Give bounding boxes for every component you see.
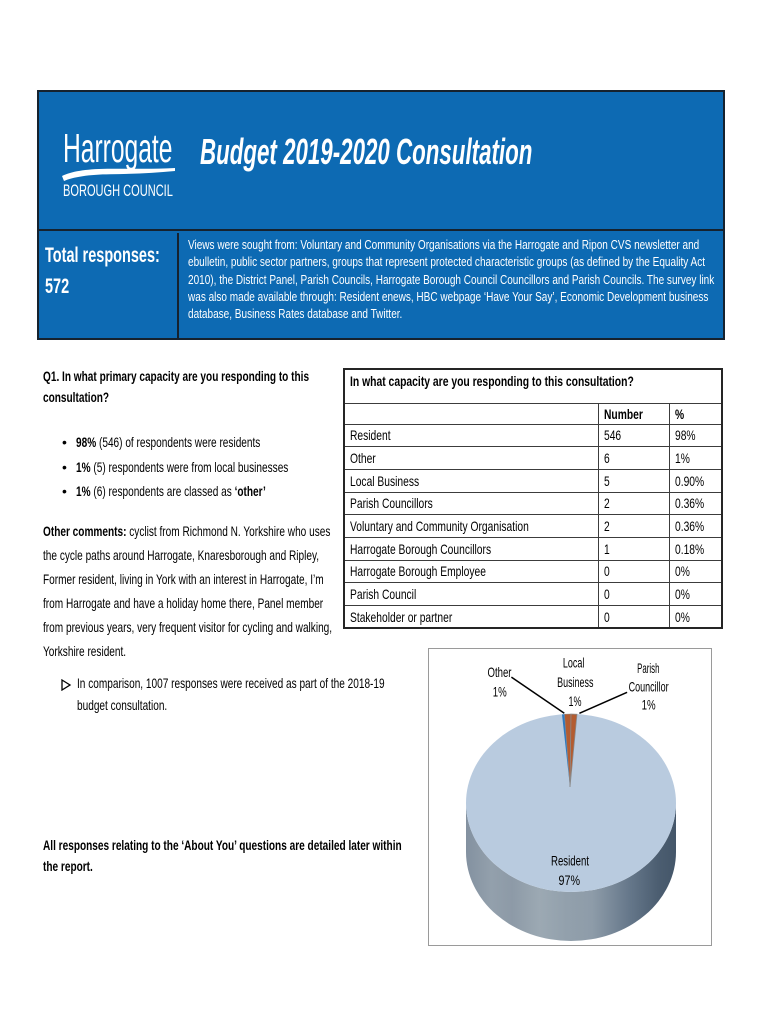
svg-text:1%: 1% [569,693,582,709]
svg-text:Local: Local [563,655,585,671]
svg-text:1%: 1% [493,684,507,700]
svg-text:Resident: Resident [551,852,589,868]
svg-text:Parish: Parish [637,660,659,676]
svg-text:1%: 1% [642,696,656,712]
svg-text:Other: Other [488,664,512,680]
svg-text:Business: Business [557,674,593,690]
svg-text:Councillor: Councillor [629,678,669,694]
svg-text:97%: 97% [559,872,581,888]
